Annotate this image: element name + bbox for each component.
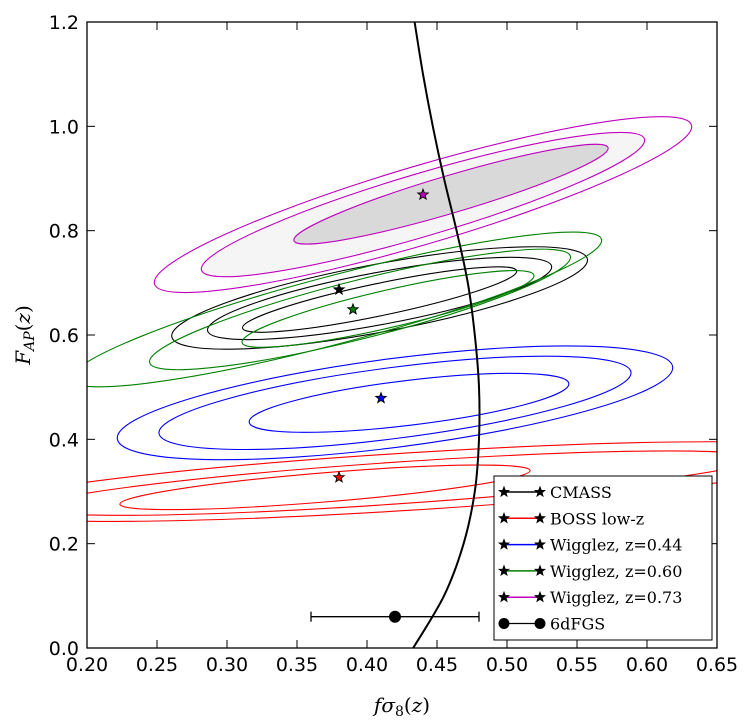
legend-label-5: 6dFGS <box>550 615 605 634</box>
x-tick-label-0: 0.20 <box>66 654 108 676</box>
tick-layer: 0.20 0.25 0.30 0.35 0.40 0.45 0.50 0.55 0.60 0.65… <box>49 12 738 676</box>
x-tick-label-9: 0.65 <box>696 654 738 676</box>
legend-label-2: Wigglez, z=0.44 <box>550 536 682 555</box>
contour-2-2 <box>116 345 674 461</box>
legend-star-b-2 <box>533 538 547 550</box>
legend-star-b-4 <box>533 590 547 603</box>
contour-2-0 <box>248 372 570 433</box>
legend-errbar-dot-b <box>534 618 546 629</box>
legend-frame <box>493 475 713 641</box>
y-tick-label-1: 0.2 <box>49 534 79 556</box>
x-tick-label-1: 0.25 <box>136 654 178 676</box>
model-curve <box>412 22 481 648</box>
marker-layer <box>310 187 480 623</box>
legend-star-b-1 <box>533 511 547 524</box>
contour-1-0 <box>119 464 531 511</box>
legend-label-3: Wigglez, z=0.60 <box>550 562 682 581</box>
contour-1-1 <box>87 450 717 516</box>
y-tick-label-2: 0.4 <box>49 429 79 451</box>
x-tick-label-3: 0.35 <box>276 654 318 676</box>
legend-errbar-dot-a <box>498 618 510 629</box>
contour-0-1 <box>206 256 553 341</box>
y-tick-label-6: 1.2 <box>49 12 79 34</box>
legend-star-b-3 <box>533 564 547 577</box>
x-tick-label-8: 0.60 <box>626 654 668 676</box>
legend-star-b-0 <box>533 485 547 498</box>
star-marker-2 <box>374 391 388 404</box>
x-tick-label-6: 0.50 <box>486 654 528 676</box>
errorbar-point <box>389 610 401 623</box>
contour-3-1 <box>148 248 572 371</box>
y-axis-label: FAP(z) <box>11 305 38 366</box>
y-tick-label-4: 0.8 <box>49 221 79 243</box>
legend-star-a-4 <box>497 590 511 603</box>
star-marker-0 <box>332 282 346 296</box>
legend-star-a-2 <box>497 538 511 550</box>
y-tick-label-0: 0.0 <box>49 638 79 660</box>
contour-2-1 <box>158 355 632 451</box>
contour-4-0 <box>293 143 609 245</box>
contour-4-2 <box>153 116 693 294</box>
x-tick-label-7: 0.55 <box>556 654 598 676</box>
x-tick-label-5: 0.45 <box>416 654 458 676</box>
contour-3-2 <box>87 231 603 388</box>
legend: CMASS BOSS low-z Wigglez, z=0.44 Wigglez, z… <box>493 475 713 641</box>
legend-star-a-1 <box>497 511 511 524</box>
legend-label-4: Wigglez, z=0.73 <box>550 588 682 607</box>
y-tick-label-5: 1.0 <box>49 116 79 138</box>
legend-label-0: CMASS <box>550 483 612 502</box>
contour-3-0 <box>241 270 535 348</box>
y-tick-label-3: 0.6 <box>49 325 79 347</box>
x-axis-label: fσ8(z) <box>372 693 430 720</box>
legend-star-a-3 <box>497 564 511 577</box>
contour-1-2 <box>87 441 717 522</box>
x-tick-label-2: 0.30 <box>206 654 248 676</box>
x-tick-label-4: 0.40 <box>346 654 388 676</box>
star-marker-3 <box>346 302 360 315</box>
contour-layer <box>87 116 717 522</box>
star-marker-4 <box>416 187 430 201</box>
legend-label-1: BOSS low-z <box>550 509 644 528</box>
star-marker-1 <box>332 470 346 483</box>
model-curve-layer <box>412 22 481 648</box>
legend-star-a-0 <box>497 485 511 498</box>
